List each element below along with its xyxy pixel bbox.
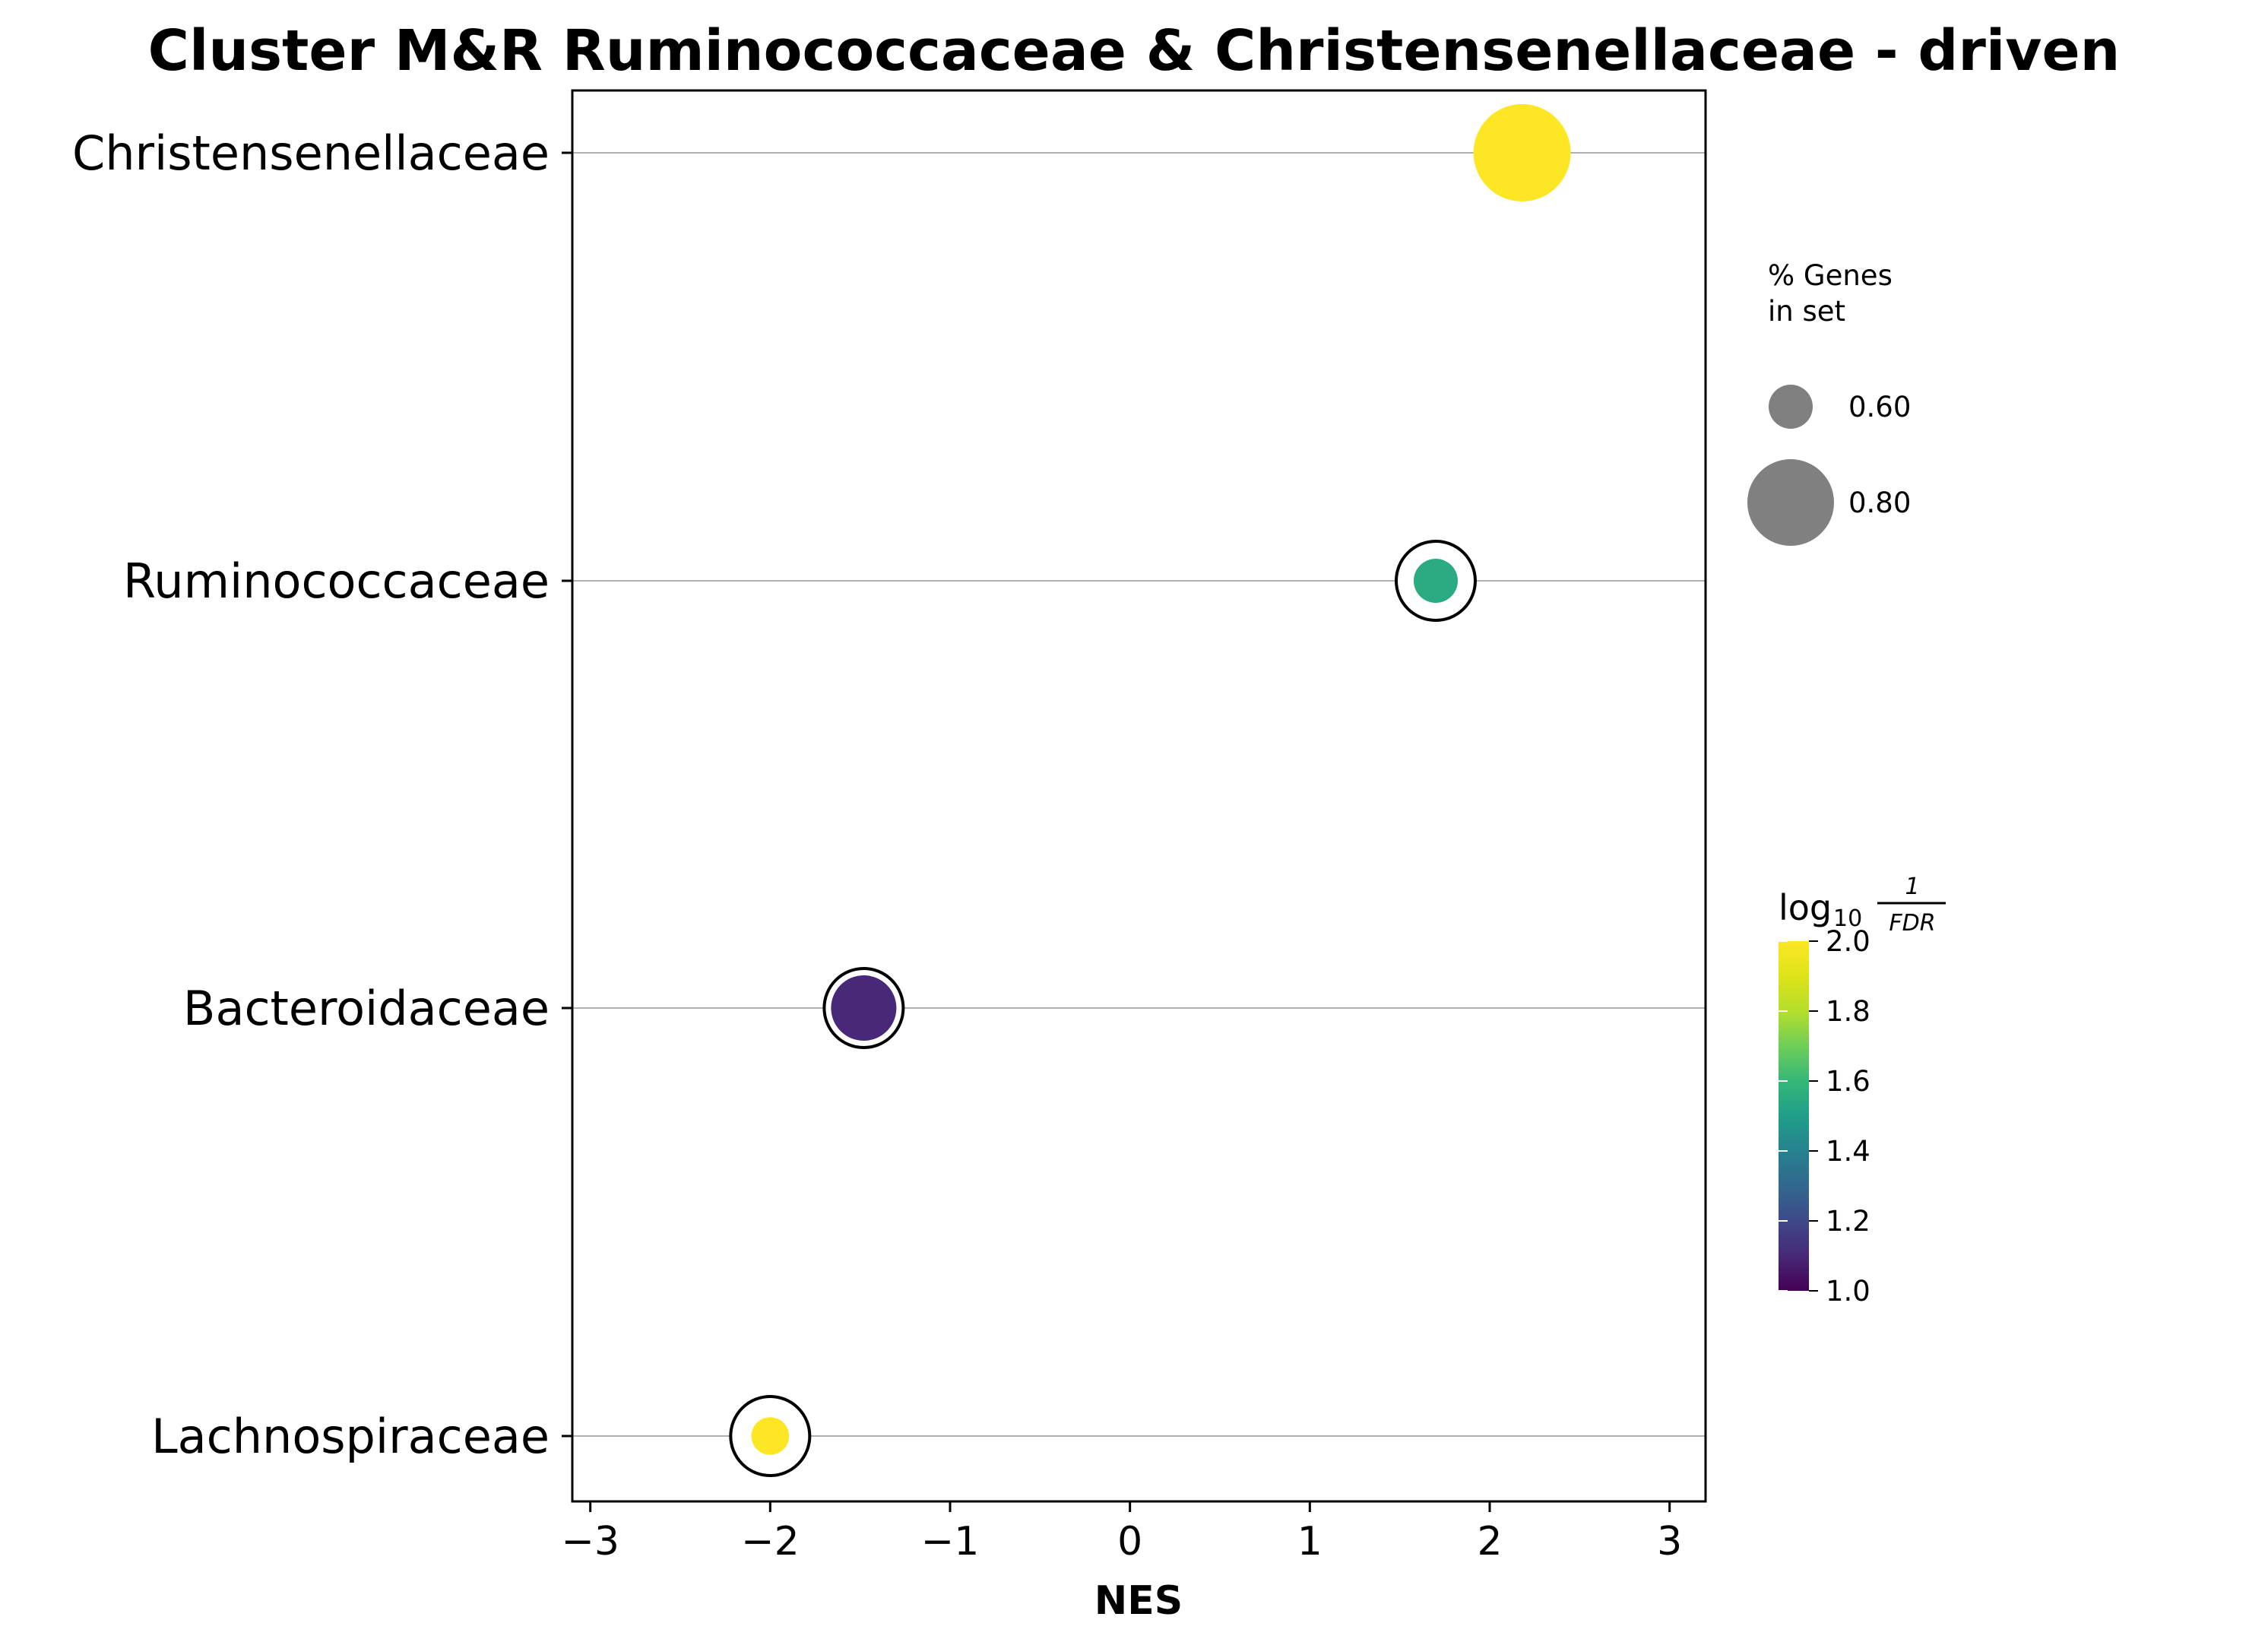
x-tick-label: 0: [1117, 1519, 1142, 1564]
colorbar-tick-label: 1.4: [1826, 1135, 1870, 1168]
colorbar-title-numerator: 1: [1905, 873, 1919, 900]
colorbar-title-log: log: [1779, 887, 1832, 928]
x-tick-label: −3: [561, 1519, 619, 1564]
category-label-ruminococcaceae: Ruminococcaceae: [123, 553, 550, 609]
colorbar-tick-label: 2.0: [1826, 925, 1870, 958]
chart-title: Cluster M&R Ruminococcaceae & Christense…: [148, 18, 2121, 84]
x-tick-label: −2: [741, 1519, 800, 1564]
category-label-lachnospiraceae: Lachnospiraceae: [151, 1409, 550, 1464]
colorbar-title-denominator: FDR: [1889, 910, 1935, 937]
category-label-christensenellaceae: Christensenellaceae: [72, 125, 550, 181]
x-axis-label: NES: [1094, 1578, 1183, 1624]
size-legend-title-line2: in set: [1768, 295, 1845, 328]
x-tick-label: −1: [921, 1519, 980, 1564]
size-legend-title-line1: % Genes: [1768, 259, 1893, 292]
x-axis-ticks: −3 −2 −1 0 1 2 3: [561, 1501, 1682, 1564]
x-tick-label: 1: [1297, 1519, 1322, 1564]
point-bacteroidaceae: [831, 975, 897, 1041]
colorbar-tick-label: 1.8: [1826, 995, 1870, 1028]
size-legend: % Genes in set 0.60 0.80: [1747, 259, 1911, 546]
point-ruminococcaceae: [1414, 559, 1458, 603]
x-tick-label: 2: [1477, 1519, 1502, 1564]
colorbar: log 10 1 FDR 1.0 1.2 1.4 1.6 1.8 2.0: [1779, 873, 1946, 1308]
size-legend-entries: 0.60 0.80: [1747, 385, 1911, 546]
size-legend-label: 0.80: [1848, 487, 1911, 519]
size-legend-marker: [1747, 459, 1834, 546]
colorbar-title-subscript: 10: [1833, 905, 1862, 932]
colorbar-gradient: [1779, 941, 1809, 1291]
colorbar-ticks: 1.0 1.2 1.4 1.6 1.8 2.0: [1779, 925, 1870, 1308]
colorbar-tick-label: 1.2: [1826, 1205, 1870, 1238]
plot-frame: [571, 89, 1707, 1503]
size-legend-label: 0.60: [1848, 391, 1911, 423]
x-tick-label: 3: [1657, 1519, 1682, 1564]
colorbar-tick-label: 1.6: [1826, 1065, 1870, 1098]
size-legend-marker: [1769, 385, 1813, 429]
category-label-bacteroidaceae: Bacteroidaceae: [183, 981, 550, 1036]
point-christensenellaceae: [1473, 104, 1571, 201]
gridlines: [572, 152, 1706, 1437]
data-points: [729, 104, 1571, 1477]
point-lachnospiraceae: [751, 1417, 790, 1455]
colorbar-tick-label: 1.0: [1826, 1275, 1870, 1308]
category-labels: Christensenellaceae Ruminococcaceae Bacter…: [72, 125, 572, 1464]
